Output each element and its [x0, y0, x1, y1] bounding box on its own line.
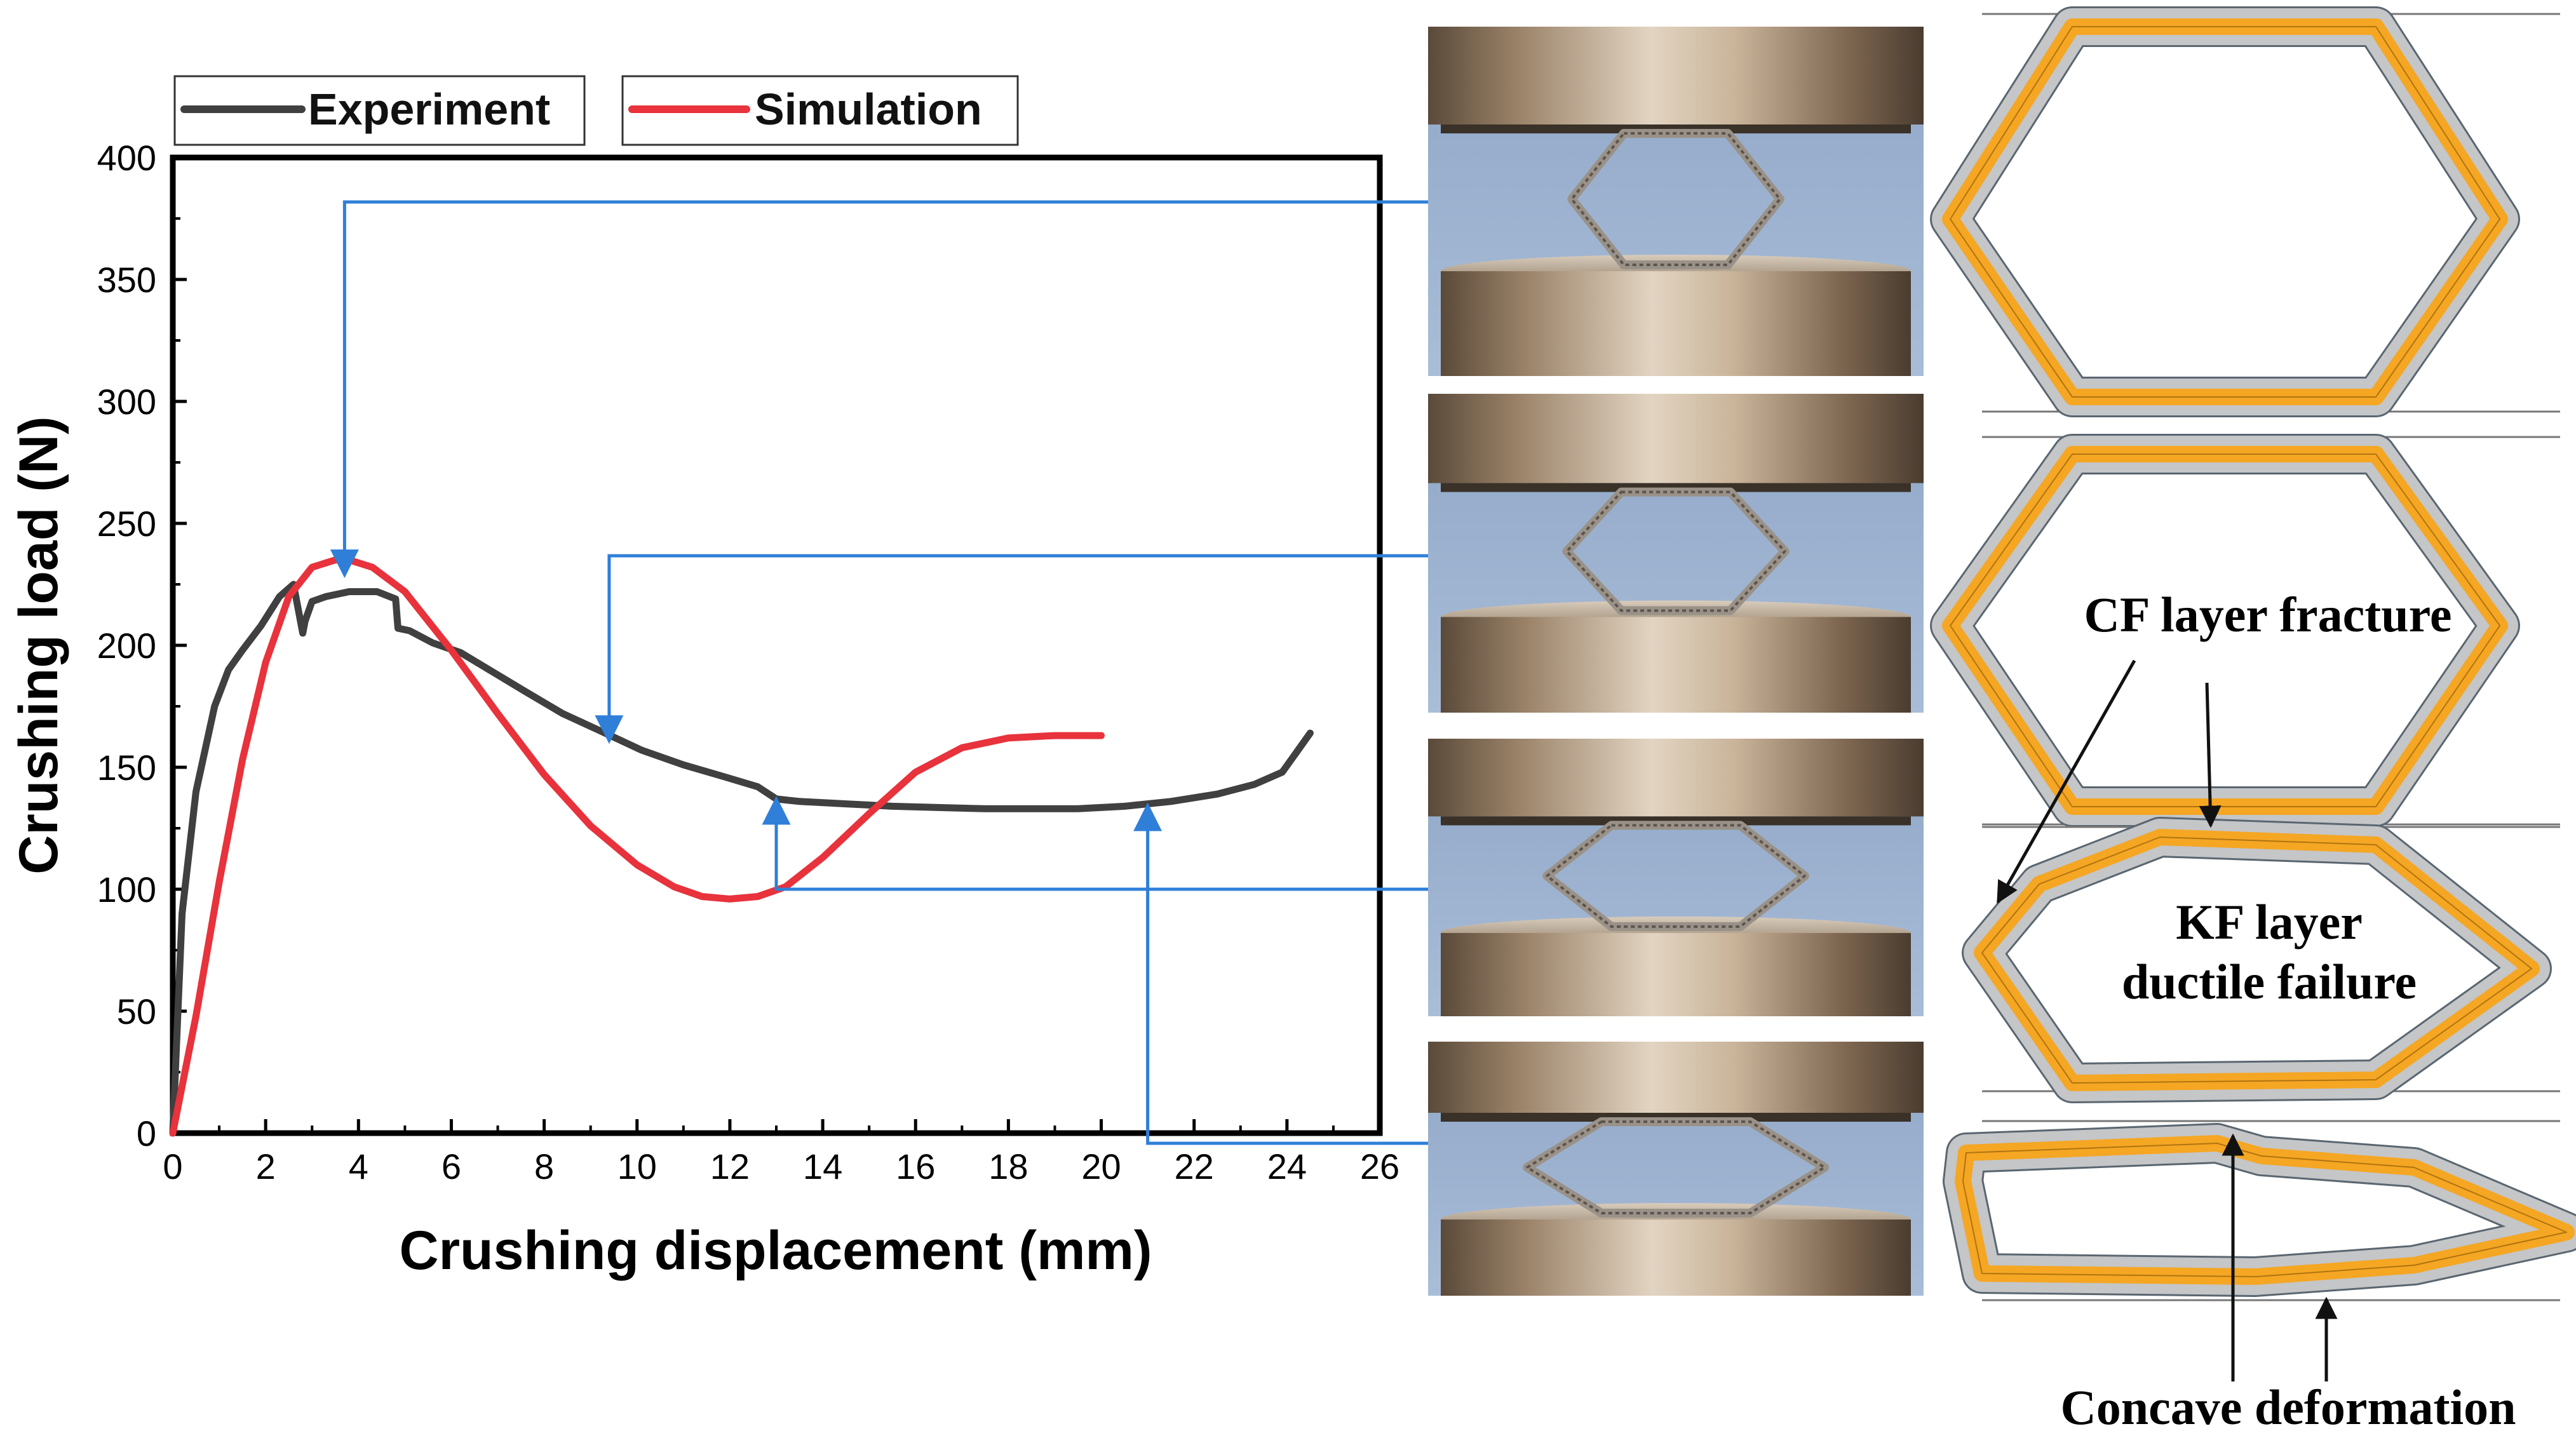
label-cf-fracture: CF layer fracture: [2084, 587, 2452, 642]
y-tick-label: 200: [97, 626, 156, 666]
fe-diagram-column: [1930, 6, 2576, 1301]
label-concave-deformation: Concave deformation: [2060, 1380, 2516, 1435]
cf-layer: [1942, 18, 2508, 405]
upper-platen: [1428, 27, 1924, 124]
annotation-arrow-2: [595, 554, 1428, 744]
x-tick-label: 4: [349, 1146, 368, 1186]
legend: Experiment Simulation: [173, 75, 1019, 146]
x-tick-label: 2: [256, 1146, 276, 1186]
x-tick-label: 22: [1175, 1146, 1214, 1186]
legend-item-experiment: Experiment: [173, 75, 586, 146]
x-axis-label: Crushing displacement (mm): [399, 1220, 1152, 1281]
y-tick-label: 400: [97, 138, 156, 178]
y-tick-label: 250: [97, 504, 156, 544]
photo-3: [1428, 739, 1924, 1016]
y-tick-label: 300: [97, 382, 156, 422]
x-tick-label: 14: [803, 1146, 842, 1186]
upper-platen: [1428, 1042, 1924, 1113]
photo-1: [1428, 27, 1924, 376]
x-tick-label: 20: [1081, 1146, 1121, 1186]
x-tick-label: 18: [988, 1146, 1028, 1186]
series-line-experiment: [169, 581, 1314, 1137]
photo-4: [1428, 1042, 1924, 1296]
fe-stage-4: [1943, 1120, 2576, 1301]
label-kf-line2: ductile failure: [2122, 954, 2417, 1009]
x-tick-label: 24: [1267, 1146, 1307, 1186]
fe-stage-3: [1962, 817, 2560, 1103]
annotation-arrow-1: [330, 200, 1428, 579]
series-line-simulation: [169, 556, 1105, 1137]
hex-specimen: [1562, 487, 1790, 615]
arrow-cf-fracture-top: [2199, 682, 2222, 828]
photo-2: [1428, 394, 1924, 713]
x-tick-label: 8: [534, 1146, 554, 1186]
series-layer: [169, 556, 1314, 1137]
y-tick-label: 350: [97, 260, 156, 300]
x-tick-label: 6: [442, 1146, 461, 1186]
plot-axes: [170, 154, 1383, 1136]
diagram-labels: CF layer fracture KF layer ductile failu…: [1996, 587, 2516, 1435]
x-tick-label: 26: [1360, 1146, 1399, 1186]
upper-platen: [1428, 739, 1924, 817]
hex-specimen: [1567, 129, 1784, 269]
y-tick-label: 0: [137, 1113, 156, 1153]
x-tick-label: 16: [896, 1146, 935, 1186]
upper-platen: [1428, 394, 1924, 483]
fe-stage-1: [1930, 6, 2560, 417]
legend-label-experiment: Experiment: [308, 84, 550, 134]
axis-ticks: 0 2 4 6 8 10 12 14 16 18 20 22 24 2605010015020025030…: [97, 138, 1400, 1186]
legend-item-simulation: Simulation: [621, 75, 1019, 146]
label-kf-line1: KF layer: [2176, 894, 2363, 950]
photo-column: [1428, 27, 1924, 1296]
y-tick-label: 50: [117, 991, 156, 1031]
arrow-cf-fracture-left: [1996, 659, 2136, 904]
fe-stage-2: [1930, 434, 2560, 827]
x-tick-label: 12: [710, 1146, 750, 1186]
y-tick-label: 100: [97, 870, 156, 910]
y-axis-label: Crushing load (N): [8, 416, 69, 874]
x-tick-label: 0: [163, 1146, 182, 1186]
legend-label-simulation: Simulation: [755, 84, 982, 134]
annotation-arrow-4: [1133, 802, 1428, 1145]
plot-frame: [170, 154, 1383, 1136]
y-tick-label: 150: [97, 748, 156, 788]
annotation-layer: [330, 200, 1428, 1145]
x-tick-label: 10: [617, 1146, 657, 1186]
annotation-arrow-3: [762, 796, 1428, 891]
